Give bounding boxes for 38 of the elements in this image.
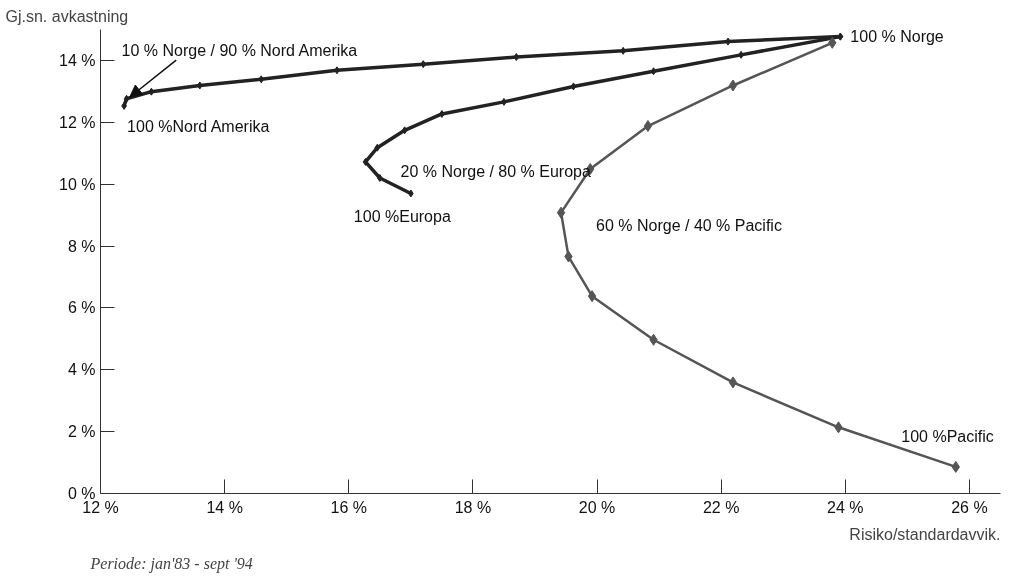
y-tick-label: 2 % [67,423,96,441]
point [643,120,653,133]
annotation: 100 % Norge [850,28,944,46]
y-tick-label: 10 % [59,175,96,193]
point [420,60,427,69]
y-tick-label: 8 % [67,237,96,255]
point [587,290,597,303]
y-tick-label: 6 % [67,299,96,317]
point [362,157,369,166]
point [513,53,520,62]
annotation: 100 %Europa [353,208,451,226]
x-tick-label: 22 % [702,498,740,516]
point [728,79,738,92]
y-tick-label: 12 % [59,113,96,131]
text: Periode: jan'83 - sept '94 [89,554,253,573]
x-tick-label: 26 % [951,498,988,516]
y-tick-label: 4 % [67,361,96,379]
point [123,94,130,103]
x-tick-label: 16 % [330,498,368,516]
annotation: 100 %Pacific [901,427,994,445]
point [650,67,657,76]
point [258,75,265,84]
annotation: 60 % Norge / 40 % Pacific [596,217,782,235]
y-axis-title: Gj.sn. avkastning [5,7,129,25]
x-tick-label: 20 % [578,498,616,516]
point [556,206,566,219]
annotation: 10 % Norge / 90 % Nord Amerika [121,41,358,59]
x-tick-label: 18 % [454,498,492,516]
x-axis-title: Risiko/standardavvik. [849,525,1001,543]
annotation: 100 %Nord Amerika [127,117,270,135]
x-tick-label: 24 % [827,498,864,516]
point [570,82,577,91]
point [728,376,738,389]
point [374,143,381,152]
y-tick-label: 14 % [59,51,96,69]
x-tick-label: 14 % [206,498,243,516]
point [401,126,408,135]
point [376,173,383,182]
